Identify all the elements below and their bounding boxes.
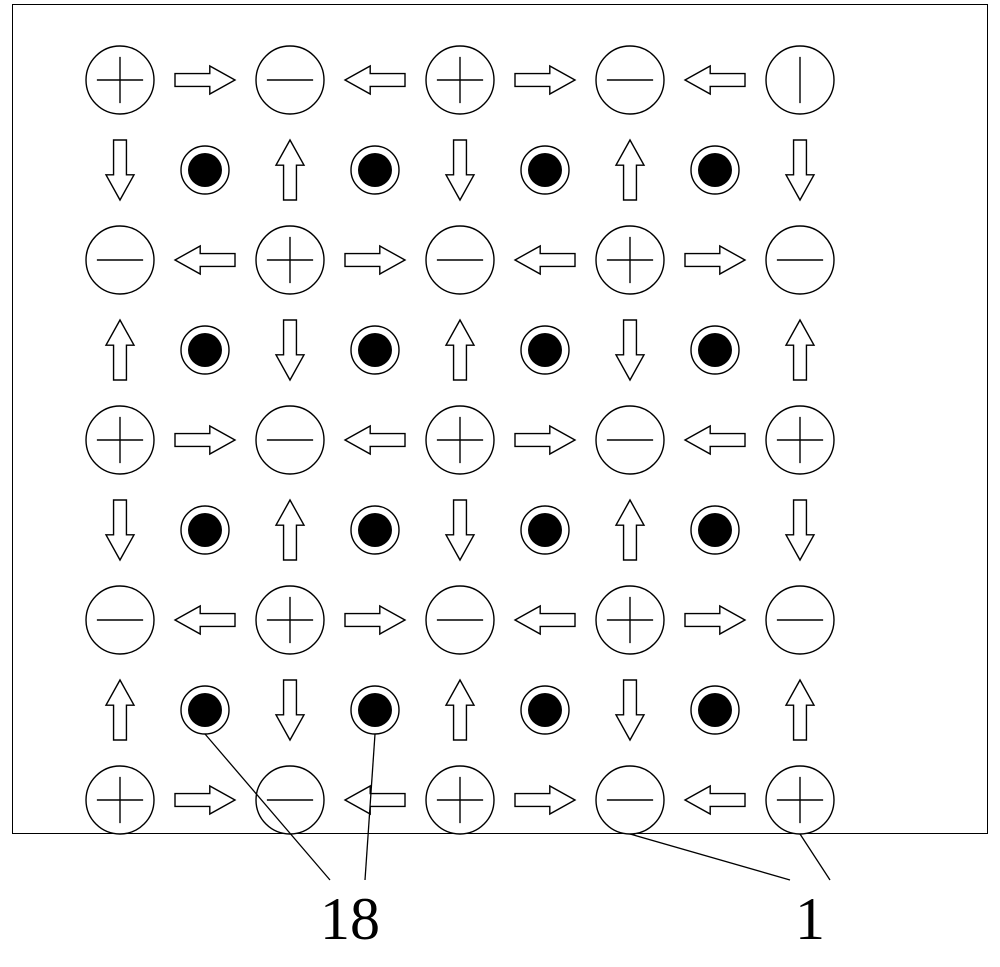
node-plus-icon xyxy=(424,764,496,836)
arrow-left-icon xyxy=(342,407,408,473)
arrow-down-icon xyxy=(767,497,833,563)
filled-dot-icon xyxy=(689,684,741,736)
node-plus-icon xyxy=(764,404,836,476)
node-minus-icon xyxy=(764,584,836,656)
arrow-down-icon xyxy=(257,677,323,743)
arrow-down-icon xyxy=(87,137,153,203)
arrow-right-icon xyxy=(342,587,408,653)
filled-dot-icon xyxy=(179,684,231,736)
node-plus-icon xyxy=(594,584,666,656)
filled-dot-icon xyxy=(179,144,231,196)
node-plus-icon xyxy=(594,224,666,296)
arrow-up-icon xyxy=(767,677,833,743)
arrow-up-icon xyxy=(257,497,323,563)
arrow-left-icon xyxy=(512,587,578,653)
arrow-left-icon xyxy=(172,587,238,653)
node-minus-icon xyxy=(764,224,836,296)
arrow-up-icon xyxy=(257,137,323,203)
callout-label-1: 1 xyxy=(795,885,825,954)
outer-frame xyxy=(12,4,988,834)
arrow-right-icon xyxy=(682,587,748,653)
filled-dot-icon xyxy=(689,324,741,376)
filled-dot-icon xyxy=(179,504,231,556)
arrow-left-icon xyxy=(342,767,408,833)
arrow-right-icon xyxy=(512,47,578,113)
arrow-down-icon xyxy=(427,137,493,203)
arrow-down-icon xyxy=(597,677,663,743)
node-plus-icon xyxy=(764,764,836,836)
node-minus-icon xyxy=(424,584,496,656)
arrow-right-icon xyxy=(682,227,748,293)
diagram-stage: 18 1 xyxy=(0,0,1000,967)
filled-dot-icon xyxy=(519,144,571,196)
node-vbar-icon xyxy=(764,44,836,116)
node-minus-icon xyxy=(254,44,326,116)
node-plus-icon xyxy=(84,404,156,476)
filled-dot-icon xyxy=(349,144,401,196)
node-plus-icon xyxy=(84,44,156,116)
arrow-up-icon xyxy=(427,317,493,383)
arrow-up-icon xyxy=(767,317,833,383)
arrow-up-icon xyxy=(597,497,663,563)
filled-dot-icon xyxy=(689,144,741,196)
node-minus-icon xyxy=(254,404,326,476)
filled-dot-icon xyxy=(349,684,401,736)
node-minus-icon xyxy=(84,224,156,296)
arrow-right-icon xyxy=(342,227,408,293)
node-minus-icon xyxy=(594,764,666,836)
arrow-left-icon xyxy=(512,227,578,293)
arrow-left-icon xyxy=(682,47,748,113)
arrow-left-icon xyxy=(342,47,408,113)
node-minus-icon xyxy=(254,764,326,836)
callout-label-18: 18 xyxy=(320,885,380,954)
arrow-up-icon xyxy=(87,677,153,743)
arrow-up-icon xyxy=(87,317,153,383)
arrow-right-icon xyxy=(172,407,238,473)
filled-dot-icon xyxy=(689,504,741,556)
filled-dot-icon xyxy=(349,324,401,376)
filled-dot-icon xyxy=(179,324,231,376)
arrow-up-icon xyxy=(597,137,663,203)
arrow-left-icon xyxy=(172,227,238,293)
arrow-up-icon xyxy=(427,677,493,743)
filled-dot-icon xyxy=(519,504,571,556)
node-minus-icon xyxy=(594,44,666,116)
arrow-left-icon xyxy=(682,767,748,833)
arrow-right-icon xyxy=(512,407,578,473)
arrow-down-icon xyxy=(427,497,493,563)
arrow-left-icon xyxy=(682,407,748,473)
arrow-down-icon xyxy=(767,137,833,203)
node-plus-icon xyxy=(254,584,326,656)
node-minus-icon xyxy=(84,584,156,656)
node-plus-icon xyxy=(84,764,156,836)
filled-dot-icon xyxy=(349,504,401,556)
filled-dot-icon xyxy=(519,684,571,736)
node-plus-icon xyxy=(424,44,496,116)
node-plus-icon xyxy=(424,404,496,476)
arrow-right-icon xyxy=(172,47,238,113)
node-minus-icon xyxy=(594,404,666,476)
arrow-right-icon xyxy=(172,767,238,833)
arrow-down-icon xyxy=(87,497,153,563)
node-plus-icon xyxy=(254,224,326,296)
filled-dot-icon xyxy=(519,324,571,376)
arrow-down-icon xyxy=(597,317,663,383)
arrow-down-icon xyxy=(257,317,323,383)
node-minus-icon xyxy=(424,224,496,296)
arrow-right-icon xyxy=(512,767,578,833)
